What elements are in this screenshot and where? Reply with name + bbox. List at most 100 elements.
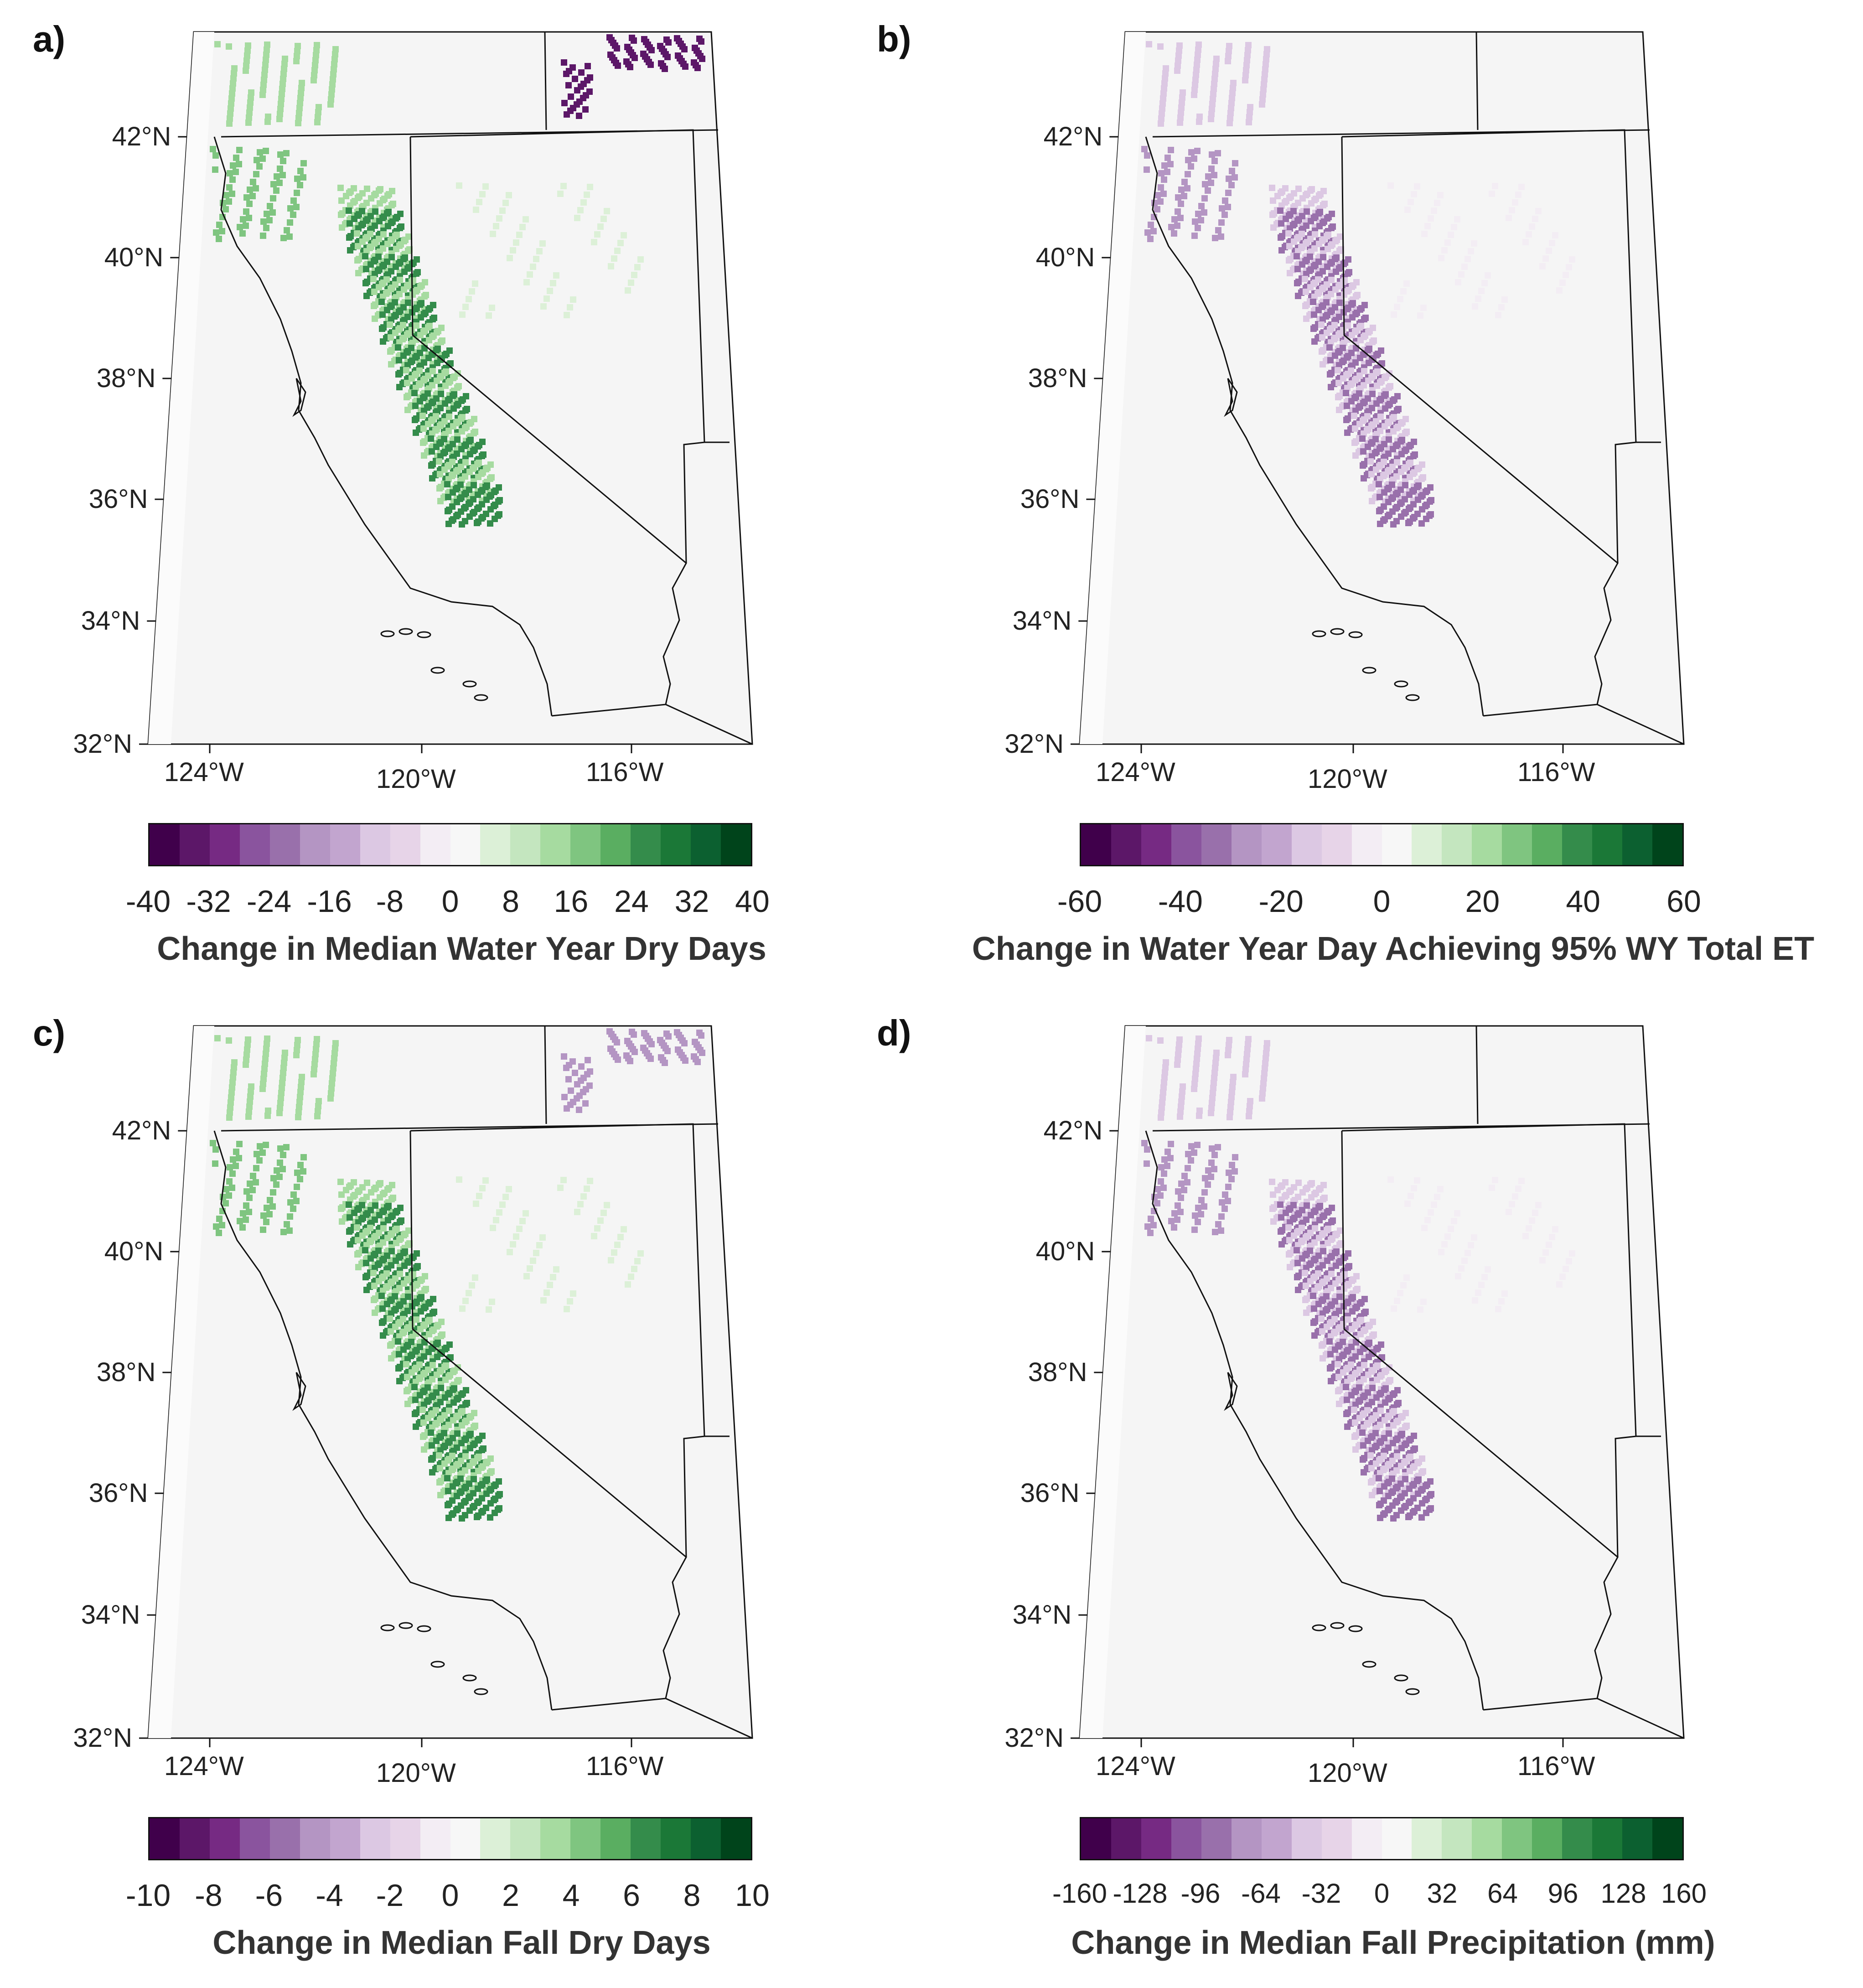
grid-cell — [395, 1338, 401, 1345]
grid-cell — [1403, 429, 1410, 435]
grid-cell — [455, 512, 461, 518]
grid-cell — [561, 1094, 568, 1100]
grid-cell — [1188, 163, 1194, 170]
grid-cell — [1212, 71, 1218, 77]
grid-cell — [1175, 1056, 1181, 1063]
grid-cell — [1178, 1103, 1184, 1110]
grid-cell — [280, 158, 286, 164]
colorbar-swatch — [1472, 824, 1502, 865]
grid-cell — [1431, 1201, 1437, 1208]
grid-cell — [621, 1226, 627, 1232]
lat-label: 38°N — [96, 1357, 156, 1387]
lon-label: 124°W — [1096, 1751, 1175, 1781]
grid-cell — [281, 1055, 288, 1061]
grid-cell — [377, 1180, 383, 1186]
grid-cell — [297, 1094, 303, 1100]
island — [430, 667, 445, 674]
map-frame — [139, 1025, 753, 1747]
grid-cell — [694, 65, 701, 71]
grid-cell — [1478, 288, 1485, 294]
grid-cell — [312, 62, 318, 68]
grid-cell — [282, 56, 288, 62]
grid-cell — [1351, 413, 1357, 419]
grid-cell — [259, 155, 266, 162]
grid-cell — [1369, 1385, 1376, 1391]
grid-cell — [443, 368, 449, 375]
grid-cell — [435, 328, 441, 334]
grid-cell — [1194, 148, 1201, 154]
grid-cell — [1245, 1036, 1252, 1042]
grid-cell — [1175, 52, 1182, 59]
grid-cell — [583, 92, 589, 98]
grid-cell — [261, 1071, 267, 1077]
colorbar-tick-label: 32 — [674, 884, 709, 919]
grid-cell — [286, 1227, 293, 1234]
grid-cell — [1228, 105, 1234, 111]
grid-cell — [405, 1324, 412, 1331]
grid-cell — [295, 1037, 301, 1043]
grid-cell — [1361, 1410, 1367, 1417]
grid-cell — [614, 248, 621, 254]
grid-cell — [279, 1166, 286, 1172]
grid-cell — [570, 296, 576, 303]
colorbar-swatch — [420, 824, 450, 865]
grid-cell — [248, 89, 254, 96]
grid-cell — [1317, 191, 1324, 197]
grid-cell — [1399, 419, 1406, 425]
colorbar-swatch — [450, 1818, 481, 1859]
san-francisco-bay — [1224, 1372, 1238, 1411]
grid-cell — [1192, 82, 1198, 88]
grid-cell — [627, 1058, 633, 1064]
grid-cell — [1141, 1140, 1148, 1146]
colorbar-title: Change in Median Fall Dry Days — [212, 1925, 711, 1961]
grid-cell — [493, 1217, 499, 1223]
grid-cell — [1397, 1290, 1403, 1296]
grid-cell — [1408, 199, 1414, 205]
grid-cell — [210, 1140, 216, 1146]
grid-cell — [1417, 1306, 1423, 1313]
grid-cell — [264, 211, 270, 217]
grid-cell — [247, 1098, 253, 1105]
colorbar — [1080, 823, 1684, 866]
grid-cell — [253, 1179, 259, 1186]
grid-cell — [1366, 1340, 1372, 1346]
grid-cell — [267, 1197, 273, 1203]
grid-cell — [459, 476, 465, 483]
grid-cell — [1144, 229, 1151, 236]
grid-cell — [1366, 1402, 1372, 1408]
arizona-border — [665, 1698, 753, 1739]
grid-cell — [397, 370, 403, 376]
colorbar — [148, 1817, 752, 1860]
grid-cell — [1377, 1501, 1384, 1507]
grid-cell — [647, 62, 654, 68]
grid-cell — [1279, 188, 1285, 195]
grid-cell — [1178, 1195, 1184, 1201]
grid-cell — [1194, 1056, 1200, 1062]
grid-cell — [1371, 337, 1377, 344]
grid-cell — [1198, 1197, 1205, 1203]
lat-label: 38°N — [96, 363, 156, 393]
lat-label: 32°N — [1004, 729, 1064, 759]
grid-cell — [1428, 1491, 1434, 1497]
grid-cell — [328, 96, 334, 103]
grid-cell — [281, 66, 287, 72]
grid-cell — [1229, 1084, 1236, 1090]
grid-cell — [1397, 296, 1403, 302]
grid-cell — [1144, 1223, 1151, 1230]
grid-cell — [608, 1257, 614, 1263]
grid-cell — [1312, 1318, 1318, 1325]
grid-cell — [1320, 1296, 1326, 1303]
grid-cell — [1202, 181, 1208, 187]
grid-cell — [482, 183, 489, 190]
grid-cell — [259, 1149, 266, 1156]
grid-cell — [587, 74, 593, 81]
grid-cell — [314, 119, 321, 125]
grid-cell — [584, 192, 590, 198]
data-cells — [210, 1028, 705, 1522]
grid-cell — [1194, 62, 1200, 68]
colorbar-swatch — [510, 1818, 541, 1859]
grid-cell — [279, 172, 286, 178]
grid-cell — [1226, 176, 1232, 182]
island — [1312, 1624, 1326, 1631]
grid-cell — [1175, 208, 1181, 215]
